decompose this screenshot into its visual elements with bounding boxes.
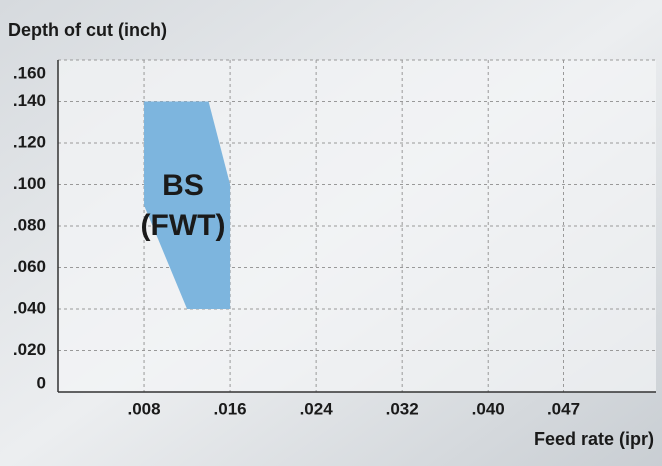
region-label: BS <box>162 169 204 202</box>
y-axis-label: Depth of cut (inch) <box>8 20 167 40</box>
y-tick-label: .040 <box>13 298 46 317</box>
x-tick-label: .008 <box>127 399 160 418</box>
x-tick-label: .024 <box>300 399 334 418</box>
y-tick-label: .080 <box>13 215 46 234</box>
feasible-region <box>144 101 231 309</box>
y-tick-label: .100 <box>13 174 46 193</box>
x-tick-label: .032 <box>386 399 419 418</box>
y-tick-label: .140 <box>13 91 46 110</box>
y-tick-label: .160 <box>13 63 46 82</box>
y-tick-label: 0 <box>37 373 46 392</box>
y-tick-label: .120 <box>13 132 46 151</box>
x-tick-label: .047 <box>547 399 580 418</box>
x-tick-label: .040 <box>472 399 505 418</box>
y-tick-label: .020 <box>13 340 46 359</box>
region-label: (FWT) <box>141 209 226 242</box>
x-axis-label: Feed rate (ipr) <box>534 429 654 449</box>
y-tick-label: .060 <box>13 257 46 276</box>
x-tick-label: .016 <box>214 399 247 418</box>
